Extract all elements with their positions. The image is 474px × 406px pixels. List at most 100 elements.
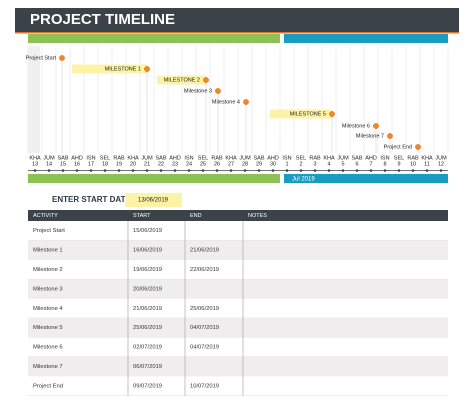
cell-activity: Project End [33,383,63,389]
milestone-dot [215,88,221,94]
day-label: 4 [327,161,330,167]
day-label: 8 [383,161,386,167]
month-label: Jul 2019 [292,177,315,183]
cell-start: 25/06/2019 [133,325,162,331]
cell-start: 09/07/2019 [133,383,162,389]
table-header [28,210,448,221]
milestone-highlight [72,64,147,74]
day-label: 7 [369,161,372,167]
milestone-label: Milestone 7 [356,133,384,139]
june-month-band [28,174,280,183]
cell-activity: Milestone 2 [33,267,63,273]
day-label: 27 [228,161,234,167]
day-label: 28 [242,161,248,167]
cell-start: 21/06/2019 [133,306,162,312]
column-header: END [190,213,202,219]
table-row [28,240,448,260]
weekday-label: ISN [86,155,95,161]
cell-end: 04/07/2019 [190,325,219,331]
day-label: 23 [172,161,178,167]
weekday-label: KHA [421,155,433,161]
start-date-label: ENTER START DATE: [52,195,133,204]
table-row [28,259,448,280]
milestone-highlight [157,75,206,85]
weekday-label: SEL [296,155,306,161]
day-label: 6 [355,161,358,167]
table-row [28,318,448,338]
milestone-label: MILESTONE 5 [290,111,326,117]
weekday-label: SAB [253,155,264,161]
milestone-dot [329,111,335,117]
milestone-dot [203,77,209,83]
july-month-band [284,174,448,183]
june-band [28,34,280,43]
title-bar [15,8,459,32]
milestone-dot [373,123,379,129]
cell-start: 15/06/2019 [133,228,162,234]
cell-start: 06/07/2019 [133,364,162,370]
weekday-label: RAB [309,155,321,161]
milestone-dot [415,144,421,150]
cell-end: 10/07/2019 [190,383,219,389]
day-label: 19 [116,161,122,167]
milestone-highlight [270,109,332,119]
column-header: NOTES [248,213,267,219]
weekday-label: KHA [225,155,237,161]
table-row [28,337,448,357]
weekday-label: SEL [100,155,110,161]
weekday-label: SAB [351,155,362,161]
cell-end: 21/06/2019 [190,248,219,254]
weekday-label: KHA [29,155,41,161]
day-label: 1 [285,161,288,167]
day-label: 11 [424,161,430,167]
cell-end: 04/07/2019 [190,345,219,351]
title-underline [15,32,459,34]
cell-end: 22/06/2019 [190,267,219,273]
day-label: 9 [397,161,400,167]
day-label: 10 [410,161,416,167]
weekday-label: ISN [282,155,291,161]
milestone-label: Milestone 6 [342,123,370,129]
cell-end: 25/06/2019 [190,306,219,312]
cell-activity: Milestone 5 [33,325,63,331]
start-date-box [125,193,182,207]
cell-start: 16/06/2019 [133,248,162,254]
milestone-dot [144,66,150,72]
weekday-label: SEL [394,155,404,161]
table-row [28,356,448,377]
cell-activity: Milestone 1 [33,248,63,254]
cell-start: 19/06/2019 [133,267,162,273]
day-label: 3 [313,161,316,167]
table-row [28,298,448,318]
cell-activity: Milestone 6 [33,345,63,351]
milestone-dot [59,55,65,61]
column-header: START [133,213,151,219]
milestone-label: Milestone 3 [184,88,212,94]
milestone-dot [387,133,393,139]
cell-start: 20/06/2019 [133,286,162,292]
cell-start: 02/07/2019 [133,345,162,351]
day-label: 29 [256,161,262,167]
day-label: 5 [341,161,344,167]
day-label: 18 [102,161,108,167]
weekday-label: RAB [113,155,125,161]
day-label: 16 [74,161,80,167]
cell-activity: Milestone 7 [33,364,63,370]
day-label: 30 [270,161,276,167]
weekday-label: AHD [169,155,181,161]
july-band [284,34,448,43]
weekday-label: ISN [380,155,389,161]
weekday-label: JUM [239,155,251,161]
cell-activity: Milestone 4 [33,306,63,312]
cell-activity: Project Start [33,228,65,234]
page-title: PROJECT TIMELINE [30,11,175,28]
start-column [28,46,40,153]
day-label: 17 [88,161,94,167]
weekday-label: SAB [57,155,68,161]
milestone-label: MILESTONE 2 [164,77,200,83]
day-label: 14 [46,161,52,167]
weekday-label: JUM [141,155,153,161]
day-label: 25 [200,161,206,167]
weekday-label: JUM [435,155,447,161]
